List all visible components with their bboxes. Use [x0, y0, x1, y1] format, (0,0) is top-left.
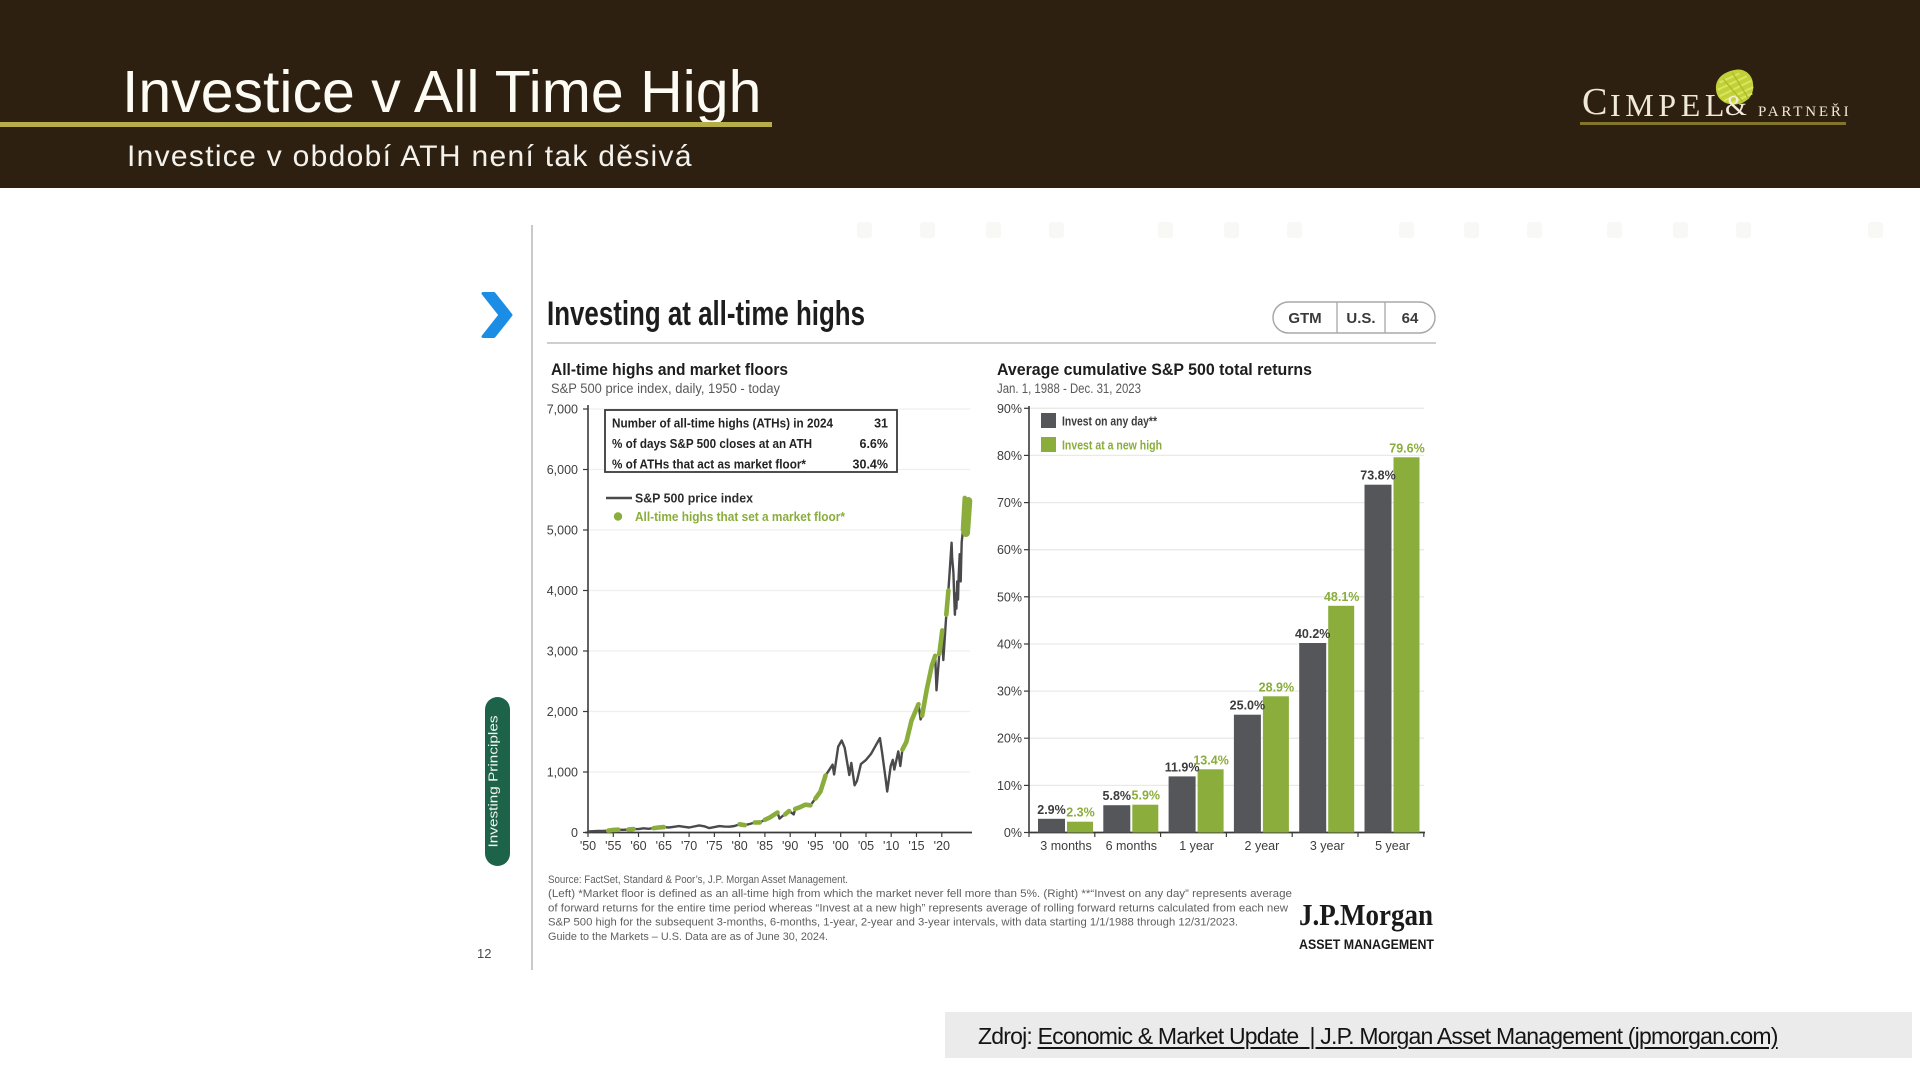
- svg-text:Average cumulative S&P 500 tot: Average cumulative S&P 500 total returns: [997, 360, 1312, 379]
- svg-text:5 year: 5 year: [1375, 839, 1410, 853]
- svg-text:5,000: 5,000: [547, 524, 578, 538]
- svg-text:Number of all-time highs (ATHs: Number of all-time highs (ATHs) in 2024: [612, 417, 833, 431]
- svg-text:'00: '00: [833, 839, 849, 853]
- svg-text:31: 31: [874, 417, 888, 431]
- svg-text:79.6%: 79.6%: [1389, 441, 1424, 455]
- svg-text:80%: 80%: [997, 449, 1022, 463]
- svg-text:'50: '50: [580, 839, 596, 853]
- svg-text:40%: 40%: [997, 638, 1022, 652]
- svg-text:5.9%: 5.9%: [1132, 789, 1161, 803]
- svg-text:S&P 500 price index: S&P 500 price index: [635, 492, 753, 506]
- svg-text:% of days S&P 500 closes at an: % of days S&P 500 closes at an ATH: [612, 437, 812, 451]
- svg-text:'95: '95: [807, 839, 823, 853]
- svg-text:3 months: 3 months: [1040, 839, 1091, 853]
- svg-text:40.2%: 40.2%: [1295, 627, 1330, 641]
- svg-text:11.9%: 11.9%: [1165, 760, 1200, 774]
- svg-text:J.P.Morgan: J.P.Morgan: [1299, 897, 1433, 932]
- svg-text:'15: '15: [908, 839, 924, 853]
- svg-text:5.8%: 5.8%: [1103, 789, 1132, 803]
- svg-text:'90: '90: [782, 839, 798, 853]
- svg-text:U.S.: U.S.: [1346, 310, 1375, 327]
- svg-text:28.9%: 28.9%: [1259, 680, 1294, 694]
- svg-text:2,000: 2,000: [547, 705, 578, 719]
- svg-text:50%: 50%: [997, 590, 1022, 604]
- svg-text:6,000: 6,000: [547, 463, 578, 477]
- svg-text:'60: '60: [630, 839, 646, 853]
- svg-text:2.3%: 2.3%: [1066, 806, 1095, 820]
- svg-text:0%: 0%: [1004, 826, 1022, 840]
- svg-text:S&P 500 high for the subsequen: S&P 500 high for the subsequent 3-months…: [548, 917, 1238, 929]
- svg-text:'20: '20: [934, 839, 950, 853]
- svg-text:30.4%: 30.4%: [853, 458, 888, 472]
- svg-text:1 year: 1 year: [1179, 839, 1214, 853]
- svg-text:GTM: GTM: [1288, 310, 1321, 327]
- svg-text:All-time highs that set a mark: All-time highs that set a market floor*: [635, 510, 845, 524]
- svg-text:64: 64: [1402, 310, 1419, 327]
- svg-text:60%: 60%: [997, 543, 1022, 557]
- svg-text:'05: '05: [858, 839, 874, 853]
- svg-text:% of ATHs that act as market f: % of ATHs that act as market floor*: [612, 458, 806, 472]
- svg-text:'85: '85: [757, 839, 773, 853]
- svg-text:'55: '55: [605, 839, 621, 853]
- svg-text:All-time highs and market floo: All-time highs and market floors: [551, 360, 788, 379]
- svg-text:7,000: 7,000: [547, 403, 578, 417]
- svg-text:(Left) *Market floor is define: (Left) *Market floor is defined as an al…: [548, 888, 1292, 900]
- svg-text:3 year: 3 year: [1310, 839, 1345, 853]
- svg-text:12: 12: [477, 946, 491, 961]
- svg-text:Investing Principles: Investing Principles: [486, 715, 501, 848]
- svg-text:48.1%: 48.1%: [1324, 590, 1359, 604]
- svg-text:ASSET MANAGEMENT: ASSET MANAGEMENT: [1299, 937, 1435, 952]
- svg-text:Guide to the Markets – U.S. Da: Guide to the Markets – U.S. Data are as …: [548, 931, 828, 943]
- svg-text:Investing at all-time highs: Investing at all-time highs: [547, 295, 865, 333]
- svg-text:20%: 20%: [997, 732, 1022, 746]
- svg-text:90%: 90%: [997, 402, 1022, 416]
- svg-text:'65: '65: [656, 839, 672, 853]
- svg-text:Invest on any day**: Invest on any day**: [1062, 414, 1158, 429]
- svg-text:S&P 500 price index, daily, 19: S&P 500 price index, daily, 1950 - today: [551, 381, 780, 396]
- svg-text:4,000: 4,000: [547, 584, 578, 598]
- svg-text:Invest at a new high: Invest at a new high: [1062, 438, 1162, 453]
- svg-text:70%: 70%: [997, 496, 1022, 510]
- svg-text:'10: '10: [883, 839, 899, 853]
- svg-text:1,000: 1,000: [547, 766, 578, 780]
- svg-text:25.0%: 25.0%: [1230, 699, 1265, 713]
- svg-text:'80: '80: [731, 839, 747, 853]
- svg-text:2 year: 2 year: [1245, 839, 1280, 853]
- svg-text:'70: '70: [681, 839, 697, 853]
- svg-text:6.6%: 6.6%: [860, 437, 889, 451]
- svg-text:0: 0: [571, 826, 578, 840]
- svg-text:of forward returns for the ent: of forward returns for the entire time p…: [548, 902, 1288, 914]
- svg-text:Source: FactSet, Standard & Po: Source: FactSet, Standard & Poor’s, J.P.…: [548, 874, 848, 886]
- svg-text:10%: 10%: [997, 779, 1022, 793]
- svg-text:3,000: 3,000: [547, 645, 578, 659]
- svg-text:'75: '75: [706, 839, 722, 853]
- svg-text:73.8%: 73.8%: [1360, 469, 1395, 483]
- svg-text:6 months: 6 months: [1106, 839, 1157, 853]
- svg-text:13.4%: 13.4%: [1193, 753, 1228, 767]
- svg-text:2.9%: 2.9%: [1037, 803, 1066, 817]
- svg-text:30%: 30%: [997, 685, 1022, 699]
- svg-text:Jan. 1, 1988 - Dec. 31, 2023: Jan. 1, 1988 - Dec. 31, 2023: [997, 381, 1141, 396]
